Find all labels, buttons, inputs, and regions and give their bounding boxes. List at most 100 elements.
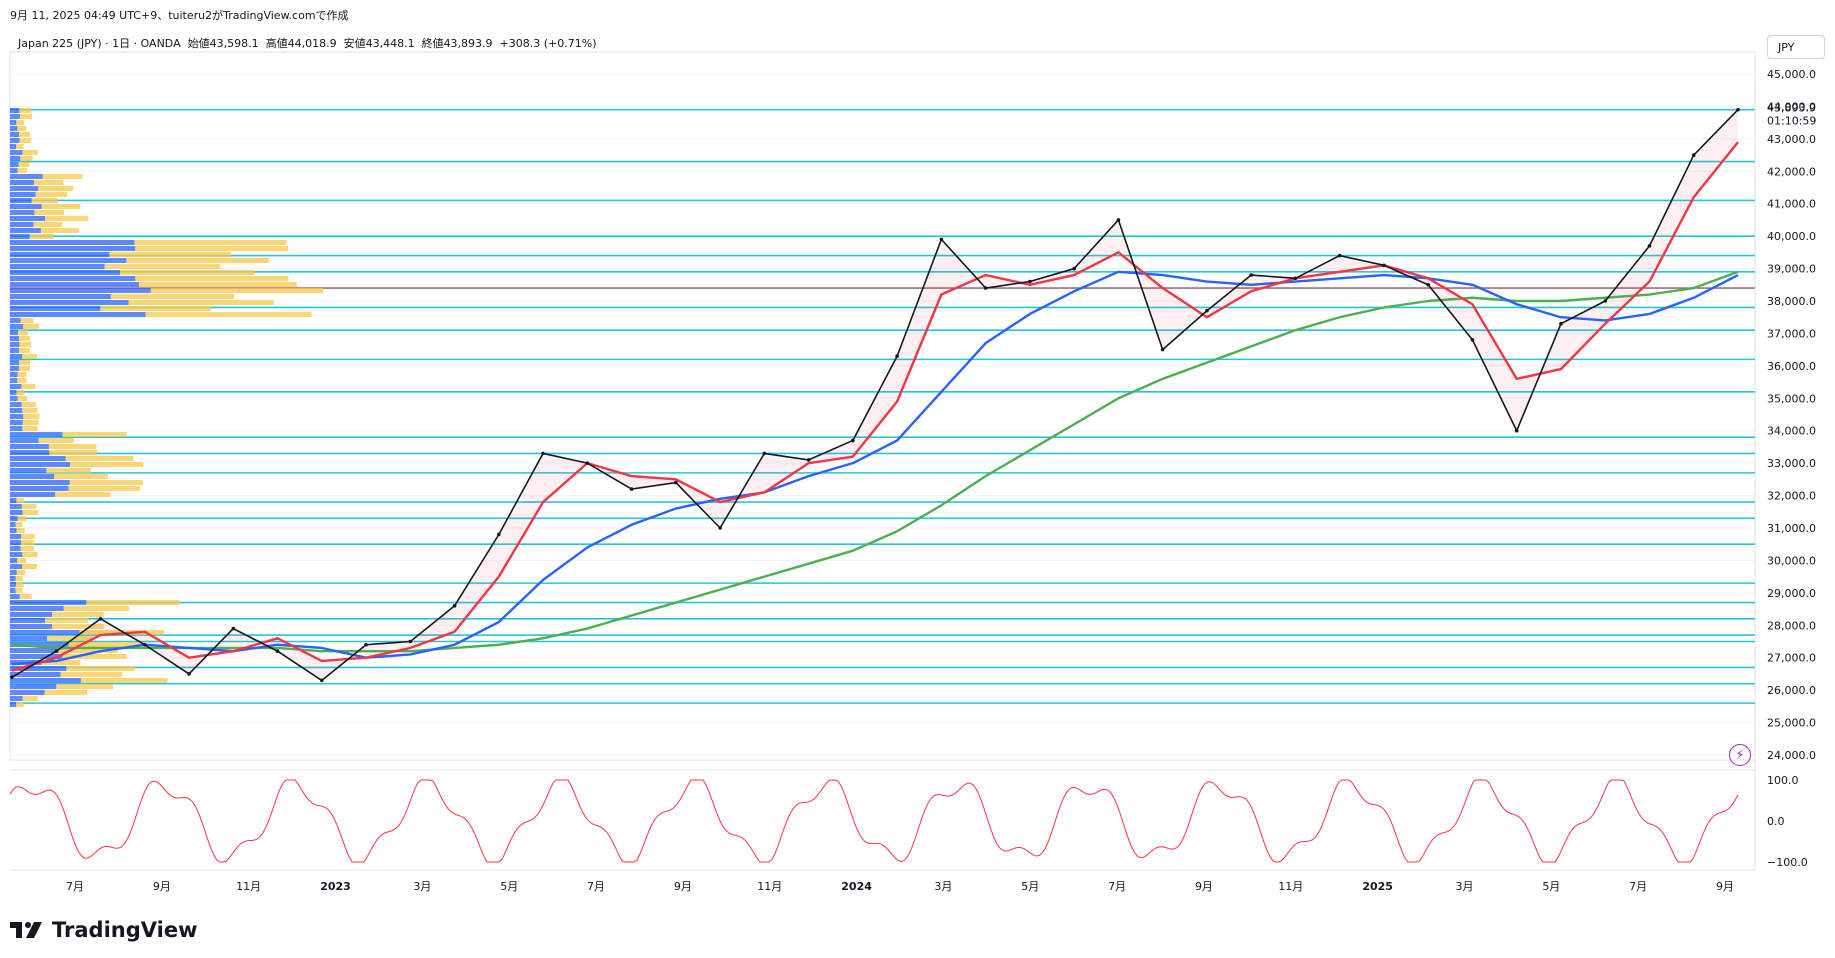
volume-bar-sell (52, 612, 104, 617)
volume-bar-sell (15, 576, 23, 581)
price-point (1691, 153, 1696, 157)
volume-bar-buy (10, 180, 34, 185)
price-point (408, 639, 413, 644)
volume-bar-sell (17, 516, 27, 521)
volume-bar-buy (10, 402, 22, 407)
time-tick-label: 9月 (153, 880, 171, 893)
volume-bar-buy (10, 510, 23, 515)
volume-bar-sell (55, 492, 111, 497)
ma-fill (12, 109, 1738, 681)
time-tick-label: 2024 (841, 880, 872, 893)
low-label: 安値 (343, 37, 366, 50)
volume-bar-buy (10, 678, 81, 683)
volume-bar-sell (15, 588, 23, 593)
volume-bar-buy (10, 210, 35, 215)
volume-bar-buy (10, 600, 87, 605)
volume-bar-buy (10, 696, 23, 701)
price-tick-label: 44,000.0 (1767, 100, 1816, 113)
volume-bar-buy (10, 198, 32, 203)
volume-bar-buy (10, 168, 18, 173)
volume-bar-buy (10, 240, 135, 245)
volume-bar-buy (10, 690, 45, 695)
volume-bar-sell (23, 414, 40, 419)
volume-bar-sell (29, 234, 54, 239)
volume-bar-sell (16, 498, 25, 503)
volume-bar-sell (109, 252, 231, 257)
volume-bar-buy (10, 558, 18, 563)
price-point (1205, 308, 1209, 313)
price-point (10, 675, 14, 679)
volume-bar-sell (58, 648, 118, 653)
volume-bar-sell (80, 678, 168, 683)
volume-bar-buy (10, 432, 63, 437)
volume-bar-sell (22, 408, 38, 413)
volume-bar-sell (16, 702, 24, 707)
price-tick-label: 42,000.0 (1767, 165, 1816, 178)
price-point (541, 451, 545, 456)
volume-bar-buy (10, 612, 53, 617)
volume-bar-sell (110, 294, 235, 299)
currency-button[interactable]: JPY (1767, 35, 1825, 59)
price-point (939, 237, 944, 242)
volume-bar-buy (10, 378, 18, 383)
volume-bar-buy (10, 144, 17, 149)
volume-bar-sell (19, 594, 32, 599)
volume-bar-sell (68, 486, 140, 491)
price-point (98, 617, 103, 621)
low-value: 43,448.1 (365, 37, 415, 50)
time-tick-label: 3月 (413, 880, 431, 893)
time-tick-label: 5月 (500, 880, 518, 893)
volume-bar-sell (22, 426, 38, 431)
volume-bar-buy (10, 438, 39, 443)
volume-bar-sell (135, 246, 289, 251)
volume-bar-buy (10, 408, 23, 413)
volume-bar-sell (17, 168, 28, 173)
volume-bar-sell (16, 144, 24, 149)
volume-bar-buy (10, 246, 136, 251)
bar-countdown: 01:10:59 (1767, 115, 1816, 128)
volume-bar-buy (10, 522, 16, 527)
volume-bar-sell (21, 402, 36, 407)
price-tick-label: 30,000.0 (1767, 554, 1816, 567)
price-scale[interactable]: 45,000.0 44,000.0 43,000.0 42,000.0 41,000.0… (1767, 68, 1816, 762)
time-axis[interactable]: 7月 9月 11月 2023 3月 5月 7月 9月 11月 2024 3月 5月 7月 9月 11月 202… (66, 880, 1734, 893)
ma-band-fill (12, 109, 1738, 681)
volume-bar-sell (18, 162, 30, 167)
time-tick-label: 9月 (1716, 880, 1734, 893)
volume-bar-buy (10, 162, 19, 167)
price-tick-label: 40,000.0 (1767, 230, 1816, 243)
volume-bar-sell (60, 672, 123, 677)
volume-bar-sell (17, 372, 27, 377)
lightning-icon[interactable]: ⚡ (1729, 744, 1751, 766)
symbol-name[interactable]: Japan 225 (JPY) · 1日 · OANDA (18, 37, 181, 50)
time-tick-label: 7月 (66, 880, 84, 893)
price-point (1028, 279, 1032, 284)
volume-bar-sell (68, 642, 141, 647)
volume-bar-buy (10, 582, 17, 587)
volume-bar-buy (10, 462, 70, 467)
price-tick-label: 27,000.0 (1767, 652, 1816, 665)
volume-bar-buy (10, 672, 61, 677)
volume-bar-sell (21, 384, 36, 389)
volume-bar-buy (10, 264, 105, 269)
volume-bar-sell (18, 366, 30, 371)
volume-bar-sell (139, 282, 297, 287)
price-point (452, 604, 457, 608)
volume-bar-buy (10, 120, 17, 125)
price-line (11, 109, 1739, 682)
oscillator-line (9, 779, 1739, 863)
volume-bar-buy (10, 222, 34, 227)
grid (9, 51, 1756, 871)
volume-bar-sell (135, 276, 289, 281)
brand-logo[interactable]: TradingView (10, 918, 197, 942)
volume-bar-sell (15, 522, 23, 527)
volume-bar-sell (18, 330, 28, 335)
oscillator-scale[interactable]: 100.0 0.0 −100.0 (1767, 774, 1808, 869)
price-point (319, 678, 324, 683)
volume-bar-buy (10, 576, 16, 581)
volume-bar-buy (10, 192, 36, 197)
volume-bar-sell (46, 468, 91, 473)
price-tick-label: 45,000.0 (1767, 68, 1816, 81)
volume-bar-sell (66, 666, 136, 671)
